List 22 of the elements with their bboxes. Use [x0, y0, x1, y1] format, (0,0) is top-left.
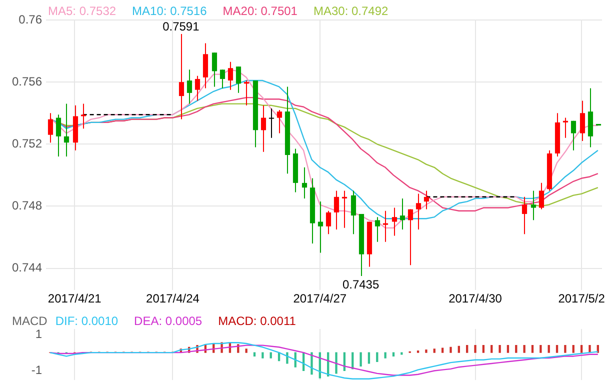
y-tick-label: 1: [35, 326, 42, 341]
x-tick-label: 2017/5/2: [558, 292, 606, 306]
x-tick-label: 2017/4/30: [448, 292, 502, 306]
text: MA30: 0.7492: [313, 4, 388, 18]
chart-title: MACD: [12, 314, 48, 328]
x-tick-label: 2017/4/21: [48, 292, 102, 306]
text: MA20: 0.7501: [222, 4, 298, 18]
y-tick-label: 0.748: [12, 198, 42, 213]
series-label: MACD: 0.0011: [218, 314, 296, 328]
y-tick-label: 0.756: [12, 74, 42, 88]
series-label: DEA: 0.0005: [134, 314, 202, 328]
x-tick-label: 2017/4/27: [293, 292, 347, 306]
x-tick-label: 2017/4/24: [146, 292, 200, 306]
text: MA5: 0.7532: [48, 4, 116, 18]
y-tick-label: 0.752: [12, 136, 42, 150]
text: DIF: 0.0010: [55, 314, 118, 328]
annotation: 0.7435: [342, 277, 380, 292]
y-tick-label: 0.76: [18, 12, 42, 26]
annotation: 0.7591: [162, 19, 200, 34]
y-tick-label: -1: [31, 363, 42, 378]
text: MA10: 0.7516: [132, 4, 207, 18]
y-tick-label: 0.744: [12, 260, 42, 275]
